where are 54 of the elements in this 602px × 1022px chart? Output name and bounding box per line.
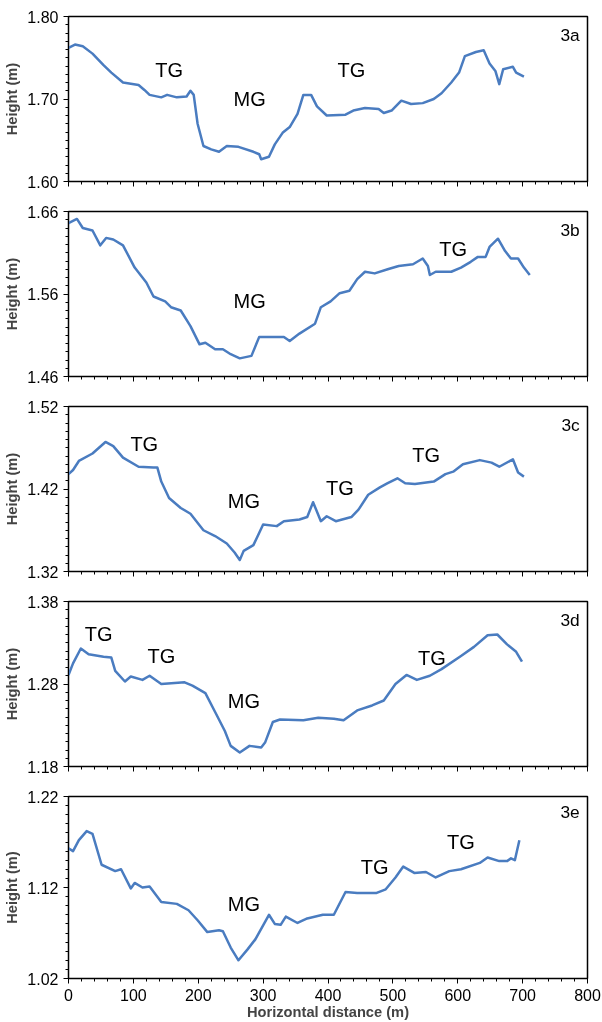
y-axis-title: Height (m): [4, 257, 21, 331]
annotation: TG: [130, 432, 159, 455]
y-tick-label: 1.18: [27, 758, 59, 776]
y-tick-label: 1.22: [27, 788, 59, 806]
x-tick-label: 300: [249, 986, 277, 1004]
annotation: 3d: [560, 609, 580, 630]
x-tick-label: 400: [314, 986, 342, 1004]
y-tick-label: 1.66: [27, 203, 59, 221]
annotation: TG: [155, 59, 184, 82]
x-tick-label: 100: [120, 986, 147, 1004]
y-tick-label: 1.12: [27, 879, 59, 897]
y-tick-label: 1.52: [27, 398, 59, 416]
annotation: MG: [227, 489, 261, 512]
y-tick-label: 1.46: [27, 368, 59, 386]
y-tick-label: 1.42: [27, 481, 59, 498]
line-series: [68, 829, 521, 962]
annotation: MG: [227, 892, 261, 915]
y-tick-label: 1.32: [27, 563, 59, 581]
annotation: 3a: [560, 24, 581, 45]
x-tick-label: 800: [574, 986, 601, 1004]
y-axis-title: Height (m): [4, 62, 21, 136]
annotation: 3e: [560, 801, 580, 822]
x-tick-label: 500: [379, 986, 407, 1004]
annotation: 3c: [561, 414, 581, 435]
annotation: TG: [412, 444, 440, 467]
annotation: TG: [360, 855, 389, 878]
annotation: MG: [233, 88, 266, 110]
y-axis-title: Height (m): [4, 452, 21, 526]
y-tick-label: 1.60: [27, 173, 59, 191]
x-axis-title: Horizontal distance (m): [246, 1003, 410, 1020]
y-axis-title: Height (m): [4, 851, 21, 924]
annotation: MG: [227, 689, 261, 712]
x-tick-label: 600: [444, 986, 472, 1004]
annotation: TG: [337, 59, 366, 82]
annotation: TG: [326, 477, 354, 500]
annotation: 3b: [560, 219, 580, 240]
y-axis-title: Height (m): [4, 647, 21, 721]
annotation: TG: [446, 831, 475, 853]
y-tick-label: 1.28: [27, 676, 59, 693]
x-tick-label: 0: [64, 986, 74, 1004]
annotation: TG: [439, 237, 467, 260]
annotation: TG: [84, 622, 113, 645]
y-tick-label: 1.02: [27, 970, 59, 988]
y-tick-label: 1.56: [27, 286, 59, 303]
y-tick-label: 1.80: [27, 8, 59, 26]
line-series: [68, 217, 532, 360]
x-tick-label: 700: [509, 986, 537, 1004]
y-tick-label: 1.70: [27, 91, 59, 108]
annotation: TG: [417, 646, 446, 669]
x-tick-label: 200: [184, 986, 212, 1004]
y-tick-label: 1.38: [27, 593, 59, 611]
line-series: [68, 43, 526, 161]
annotation: TG: [147, 644, 176, 667]
annotation: MG: [233, 289, 266, 312]
